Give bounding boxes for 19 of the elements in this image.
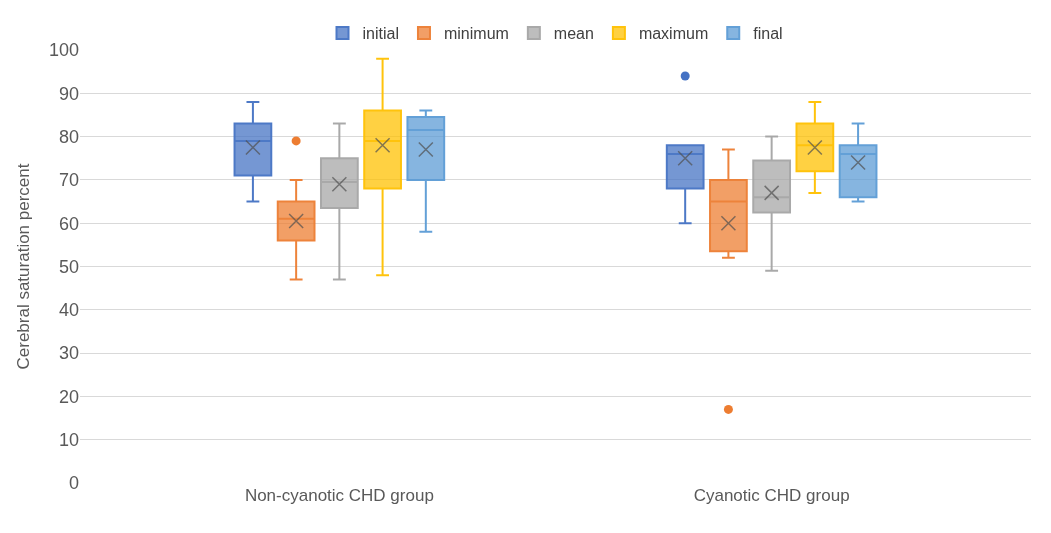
y-tick-label: 100	[48, 40, 79, 61]
y-axis-title: Cerebral saturation percent	[13, 163, 33, 370]
y-tick-label: 60	[58, 213, 79, 234]
y-tick-label: 10	[58, 430, 79, 450]
legend-label: initial	[362, 25, 399, 43]
y-tick-label: 0	[68, 473, 79, 494]
legend-label: final	[753, 25, 783, 43]
y-tick-label: 50	[58, 256, 79, 277]
y-tick-label: 40	[58, 300, 79, 321]
legend-label: minimum	[443, 25, 509, 43]
y-tick-label: 80	[58, 126, 79, 147]
y-tick-label: 90	[58, 83, 79, 104]
legend-label: maximum	[638, 25, 709, 43]
y-tick-label: 70	[58, 170, 79, 191]
x-tick-label: Non-cyanotic CHD group	[244, 486, 434, 505]
legend-label: mean	[553, 25, 594, 43]
y-tick-label: 20	[58, 386, 79, 407]
y-tick-label: 30	[58, 343, 79, 364]
x-tick-label: Cyanotic CHD group	[693, 486, 850, 505]
